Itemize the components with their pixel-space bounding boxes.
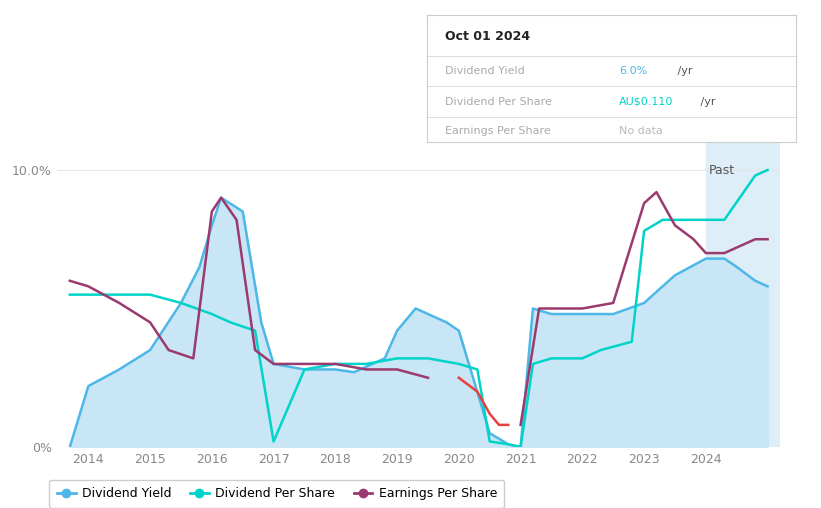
- Text: Past: Past: [709, 165, 735, 177]
- Text: Dividend Per Share: Dividend Per Share: [446, 97, 553, 107]
- Legend: Dividend Yield, Dividend Per Share, Earnings Per Share: Dividend Yield, Dividend Per Share, Earn…: [49, 480, 504, 508]
- Bar: [706, 142, 821, 447]
- Text: Dividend Yield: Dividend Yield: [446, 66, 525, 76]
- Text: Oct 01 2024: Oct 01 2024: [446, 30, 530, 44]
- Text: /yr: /yr: [675, 66, 693, 76]
- Text: 6.0%: 6.0%: [619, 66, 647, 76]
- Text: AU$0.110: AU$0.110: [619, 97, 673, 107]
- Text: No data: No data: [619, 126, 663, 136]
- Text: /yr: /yr: [696, 97, 715, 107]
- Text: Earnings Per Share: Earnings Per Share: [446, 126, 551, 136]
